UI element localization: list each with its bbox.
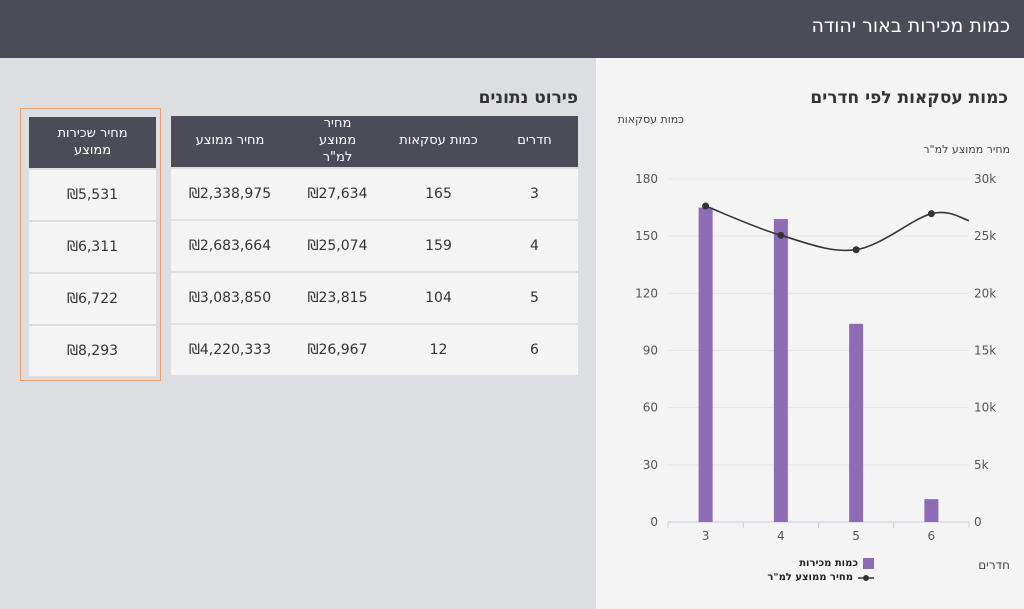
cell-avg-price: ₪2,683,664	[188, 238, 272, 254]
cell-sqm-price: ₪27,634	[307, 186, 368, 202]
x-tick-label: 5	[852, 529, 860, 543]
legend-bar-swatch	[863, 558, 874, 569]
cell-rooms: 4	[530, 238, 539, 254]
chart-title: כמות עסקאות לפי חדרים	[810, 88, 1008, 108]
bar	[698, 207, 713, 523]
top-bar: כמות מכירות באור יהודה	[0, 0, 1024, 58]
left-tick-label: 120	[635, 286, 658, 300]
cell-avg-rent: ₪8,293	[66, 343, 119, 359]
rent-table: מחיר שכירות ממוצע ₪5,531 ₪6,311 ₪6,722 ₪…	[29, 117, 156, 376]
left-tick-label: 90	[643, 344, 658, 358]
right-tick-label: 0	[974, 515, 982, 529]
legend-bars: כמות מכירות	[799, 558, 874, 569]
right-tick-label: 30k	[974, 172, 996, 186]
legend-line: מחיר ממוצע למ"ר	[767, 572, 874, 583]
x-axis-note: חדרים	[978, 558, 1010, 572]
legend-bar-label: כמות מכירות	[799, 558, 858, 569]
bar	[849, 323, 864, 522]
left-tick-label: 0	[650, 515, 658, 529]
cell-avg-price: ₪3,083,850	[188, 290, 272, 306]
header-sqm-price: מחיר ממוצע למ"ר	[289, 116, 386, 167]
right-tick-label: 25k	[974, 229, 996, 243]
table-row: ₪2,683,664 ₪25,074 159 4	[171, 221, 578, 271]
cell-avg-rent: ₪6,311	[66, 239, 119, 255]
rent-box: מחיר שכירות ממוצע ₪5,531 ₪6,311 ₪6,722 ₪…	[20, 108, 161, 381]
legend-line-label: מחיר ממוצע למ"ר	[767, 572, 853, 583]
x-tick-label: 6	[928, 529, 936, 543]
line-point	[927, 210, 935, 218]
right-tick-label: 15k	[974, 344, 996, 358]
left-axis-note: כמות עסקאות	[617, 113, 684, 126]
rent-row: ₪5,531	[29, 170, 156, 220]
rent-row: ₪8,293	[29, 326, 156, 376]
cell-sqm-price: ₪23,815	[307, 290, 368, 306]
legend-line-swatch	[858, 574, 874, 581]
cell-rooms: 5	[530, 290, 539, 306]
x-tick-label: 3	[702, 529, 710, 543]
header-avg-rent: מחיר שכירות ממוצע	[29, 117, 156, 168]
header-deals: כמות עסקאות	[386, 116, 491, 167]
table-row: ₪3,083,850 ₪23,815 104 5	[171, 273, 578, 323]
cell-sqm-price: ₪26,967	[307, 342, 368, 358]
cell-deals: 104	[425, 290, 452, 306]
cell-rooms: 6	[530, 342, 539, 358]
table-header-row: מחיר ממוצע מחיר ממוצע למ"ר כמות עסקאות ח…	[171, 116, 578, 167]
left-tick-label: 30	[643, 458, 658, 472]
chart-panel: כמות עסקאות לפי חדרים כמות עסקאות מחיר מ…	[596, 58, 1024, 609]
table-row: ₪4,220,333 ₪26,967 12 6	[171, 325, 578, 375]
cell-deals: 159	[425, 238, 452, 254]
header-avg-price: מחיר ממוצע	[171, 116, 289, 167]
bar	[773, 219, 788, 522]
bar	[924, 499, 939, 522]
cell-avg-price: ₪4,220,333	[188, 342, 272, 358]
data-table: מחיר ממוצע מחיר ממוצע למ"ר כמות עסקאות ח…	[171, 116, 578, 375]
right-tick-label: 20k	[974, 286, 996, 300]
rent-row: ₪6,722	[29, 274, 156, 324]
cell-rooms: 3	[530, 186, 539, 202]
table-section-title: פירוט נתונים	[478, 88, 578, 108]
line-point	[777, 231, 785, 239]
cell-avg-rent: ₪5,531	[66, 187, 119, 203]
rent-row: ₪6,311	[29, 222, 156, 272]
line-point	[702, 202, 710, 210]
page-title: כמות מכירות באור יהודה	[811, 15, 1010, 37]
cell-sqm-price: ₪25,074	[307, 238, 368, 254]
left-tick-label: 60	[643, 401, 658, 415]
cell-deals: 165	[425, 186, 452, 202]
right-tick-label: 5k	[974, 458, 989, 472]
right-axis-note: מחיר ממוצע למ"ר	[923, 143, 1010, 156]
line-point	[852, 246, 860, 254]
left-tick-label: 180	[635, 172, 658, 186]
table-row: ₪2,338,975 ₪27,634 165 3	[171, 169, 578, 219]
right-tick-label: 10k	[974, 401, 996, 415]
left-tick-label: 150	[635, 229, 658, 243]
header-rooms: חדרים	[491, 116, 578, 167]
cell-deals: 12	[429, 342, 448, 358]
cell-avg-rent: ₪6,722	[66, 291, 119, 307]
cell-avg-price: ₪2,338,975	[188, 186, 272, 202]
combo-chart: 0 30 60 90 120 150 180 0 5k 10k 15k 20k 25k 30k 3 4 5 6	[635, 172, 996, 543]
x-tick-label: 4	[777, 529, 785, 543]
